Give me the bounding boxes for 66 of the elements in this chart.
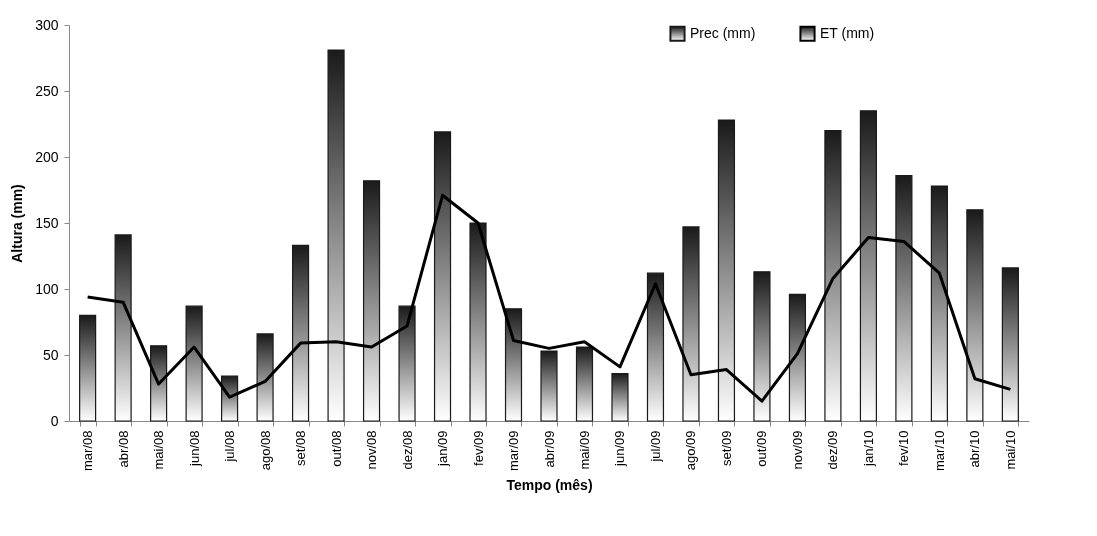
bar [79, 314, 97, 422]
line-series [86, 193, 1012, 403]
x-tick-label: abr/09 [541, 430, 557, 468]
x-tick-label: jul/09 [647, 430, 663, 463]
bar [433, 131, 452, 422]
x-tick-label: jan/09 [435, 430, 451, 467]
x-tick-label: set/09 [718, 430, 734, 466]
x-axis-title: Tempo (mês) [506, 476, 593, 493]
bar [753, 271, 771, 422]
bar [930, 185, 948, 422]
bar [895, 174, 913, 422]
y-tick-label: 300 [35, 16, 59, 33]
x-tick-label: jan/10 [860, 430, 876, 467]
bar [504, 308, 523, 422]
bar [185, 305, 203, 422]
bar [824, 130, 842, 422]
x-tick-label: abr/08 [115, 430, 131, 468]
bar [1001, 267, 1019, 422]
x-tick-label: dez/09 [825, 430, 841, 470]
x-tick-label: nov/09 [789, 430, 805, 470]
legend-label: ET (mm) [820, 24, 875, 41]
bar [682, 226, 700, 422]
x-tick-label: mar/09 [506, 430, 522, 471]
bar [611, 372, 629, 422]
bar [150, 345, 168, 422]
x-tick-label: out/08 [328, 430, 344, 467]
x-tick-label: mai/08 [151, 430, 167, 470]
x-tick-label: ago/09 [683, 430, 699, 471]
y-tick-label: 50 [42, 346, 59, 363]
x-tick-label: dez/08 [399, 430, 415, 470]
x-tick-label: fev/10 [896, 430, 912, 466]
x-tick-label: nov/08 [364, 430, 380, 470]
x-tick-label: mai/09 [576, 430, 592, 470]
bar [540, 350, 558, 422]
legend-label: Prec (mm) [690, 24, 756, 41]
x-tick-label: abr/10 [967, 430, 983, 468]
bar [256, 333, 274, 422]
bar [469, 222, 487, 422]
x-tick-label: set/08 [293, 430, 309, 466]
bar [859, 110, 877, 422]
x-tick-label: mai/10 [1002, 430, 1018, 470]
bar [966, 209, 984, 422]
x-tick-label: jun/08 [186, 430, 202, 467]
y-tick-label: 100 [35, 280, 59, 297]
y-tick-label: 200 [35, 148, 59, 165]
y-tick-label: 250 [35, 82, 59, 99]
bar [646, 272, 665, 422]
bar [327, 49, 345, 422]
x-tick-label: ago/08 [257, 430, 273, 471]
x-tick-label: mar/10 [931, 430, 947, 471]
x-tick-label: jun/09 [612, 430, 628, 467]
y-axis-title: Altura (mm) [9, 184, 26, 263]
y-tick-label: 0 [50, 412, 59, 429]
bar [398, 305, 416, 422]
x-tick-label: out/09 [754, 430, 770, 467]
bar [221, 375, 239, 422]
x-tick-label: fev/09 [470, 430, 486, 466]
bar [788, 293, 807, 422]
y-tick-label: 150 [35, 214, 59, 231]
x-tick-label: mar/08 [80, 430, 96, 471]
x-tick-label: jul/08 [222, 430, 238, 463]
bar [291, 244, 310, 422]
bar [717, 119, 736, 422]
bar [362, 180, 381, 422]
bar [114, 234, 132, 422]
bar [575, 346, 594, 422]
